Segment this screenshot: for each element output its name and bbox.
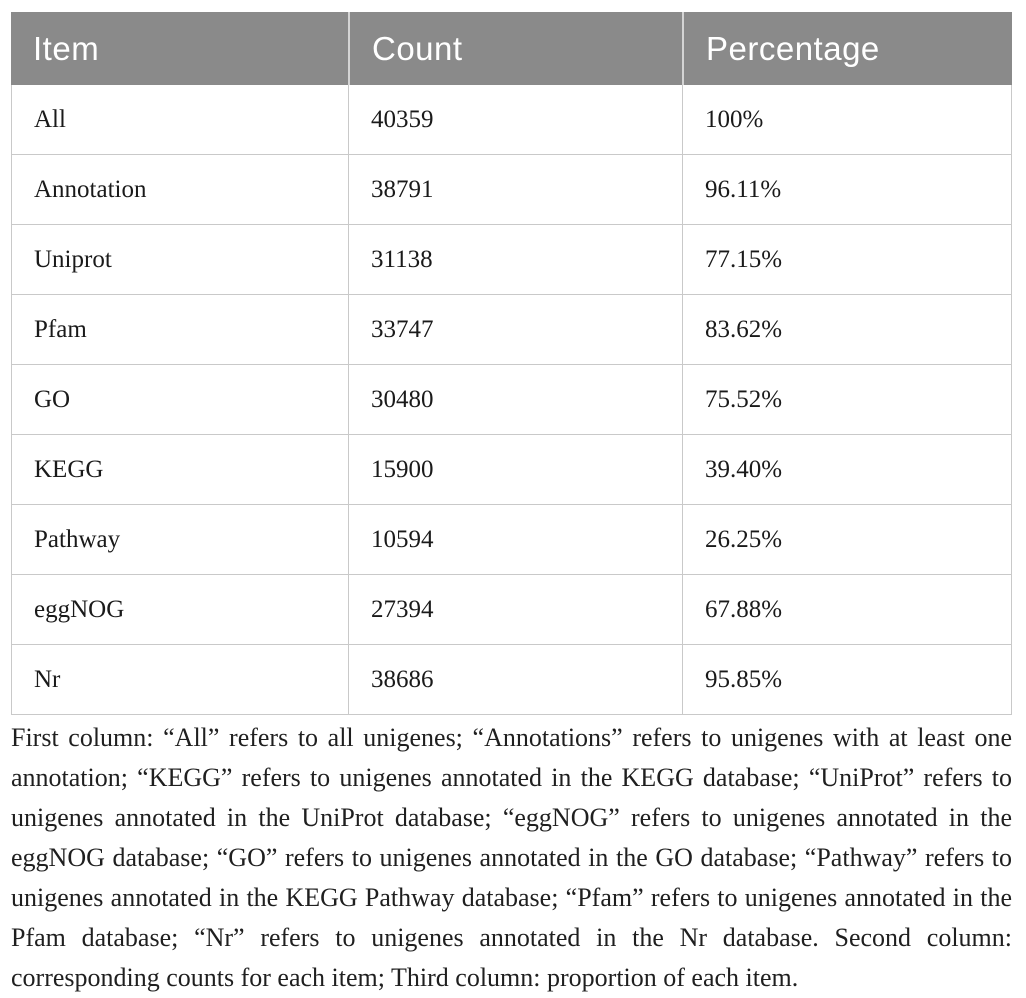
- cell-item: eggNOG: [11, 575, 348, 644]
- table-row: GO 30480 75.52%: [11, 365, 1012, 435]
- annotation-summary-table: Item Count Percentage All 40359 100% Ann…: [11, 12, 1012, 715]
- table-row: Pathway 10594 26.25%: [11, 505, 1012, 575]
- table-row: Annotation 38791 96.11%: [11, 155, 1012, 225]
- header-cell-percentage: Percentage: [682, 12, 1012, 85]
- table-row: Uniprot 31138 77.15%: [11, 225, 1012, 295]
- cell-item: Pfam: [11, 295, 348, 364]
- cell-count: 15900: [348, 435, 682, 504]
- cell-percentage: 67.88%: [682, 575, 1012, 644]
- cell-item: GO: [11, 365, 348, 434]
- cell-item: All: [11, 85, 348, 154]
- table-row: Pfam 33747 83.62%: [11, 295, 1012, 365]
- cell-count: 40359: [348, 85, 682, 154]
- header-cell-item: Item: [33, 29, 100, 67]
- table-row: Nr 38686 95.85%: [11, 645, 1012, 715]
- cell-item: Uniprot: [11, 225, 348, 294]
- cell-percentage: 96.11%: [682, 155, 1012, 224]
- cell-percentage: 39.40%: [682, 435, 1012, 504]
- cell-count: 30480: [348, 365, 682, 434]
- table-row: All 40359 100%: [11, 85, 1012, 155]
- cell-count: 31138: [348, 225, 682, 294]
- cell-count: 38686: [348, 645, 682, 714]
- cell-percentage: 26.25%: [682, 505, 1012, 574]
- cell-percentage: 100%: [682, 85, 1012, 154]
- cell-count: 10594: [348, 505, 682, 574]
- cell-count: 27394: [348, 575, 682, 644]
- table-row: KEGG 15900 39.40%: [11, 435, 1012, 505]
- cell-percentage: 77.15%: [682, 225, 1012, 294]
- cell-item: Pathway: [11, 505, 348, 574]
- cell-item: Nr: [11, 645, 348, 714]
- cell-count: 38791: [348, 155, 682, 224]
- cell-count: 33747: [348, 295, 682, 364]
- cell-percentage: 75.52%: [682, 365, 1012, 434]
- cell-percentage: 83.62%: [682, 295, 1012, 364]
- table-header-row: Item Count Percentage: [11, 12, 1012, 85]
- cell-percentage: 95.85%: [682, 645, 1012, 714]
- cell-item: Annotation: [11, 155, 348, 224]
- table-footnote: First column: “All” refers to all unigen…: [11, 723, 1012, 992]
- cell-item: KEGG: [11, 435, 348, 504]
- header-cell-count: Count: [348, 12, 682, 85]
- table-row: eggNOG 27394 67.88%: [11, 575, 1012, 645]
